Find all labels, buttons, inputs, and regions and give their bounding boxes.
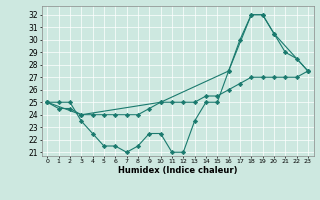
X-axis label: Humidex (Indice chaleur): Humidex (Indice chaleur)	[118, 166, 237, 175]
